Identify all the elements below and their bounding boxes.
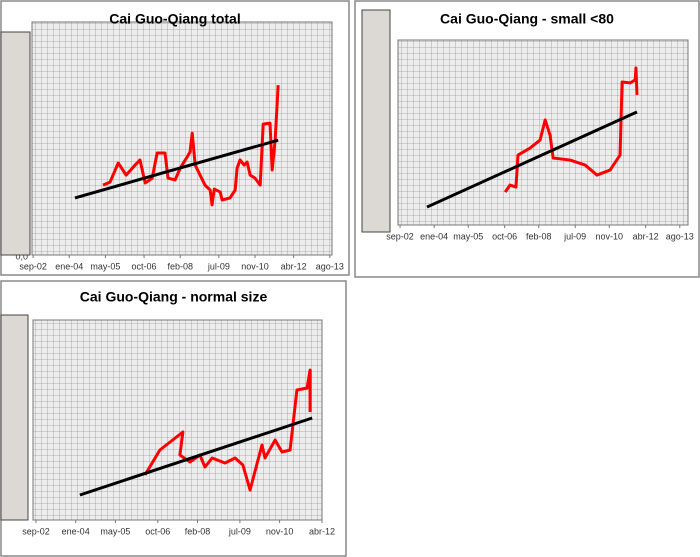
axis-label-cover bbox=[0, 314, 29, 521]
x-tick-label: ene-04 bbox=[55, 261, 83, 271]
plot-area bbox=[31, 21, 333, 256]
x-tick-label: jul-09 bbox=[563, 231, 586, 241]
axis-label-cover bbox=[0, 31, 31, 256]
x-tick-label: ene-04 bbox=[420, 231, 448, 241]
x-tick-label: may-05 bbox=[453, 231, 483, 241]
x-tick-label: jul-09 bbox=[228, 526, 251, 536]
x-tick-label: sep-02 bbox=[386, 231, 414, 241]
x-tick-label: feb-08 bbox=[526, 231, 552, 241]
x-tick-label: oct-06 bbox=[145, 526, 170, 536]
plot-area bbox=[32, 319, 323, 521]
y-tick-label: 0,0 bbox=[15, 251, 28, 261]
x-tick-label: oct-06 bbox=[132, 261, 157, 271]
x-tick-label: jul-09 bbox=[207, 261, 230, 271]
x-tick-label: feb-08 bbox=[167, 261, 193, 271]
x-tick-label: ago-13 bbox=[316, 261, 344, 271]
x-tick-label: abr-12 bbox=[309, 526, 335, 536]
x-tick-label: ago-13 bbox=[666, 231, 694, 241]
x-tick-label: abr-12 bbox=[633, 231, 659, 241]
x-tick-label: abr-12 bbox=[281, 261, 307, 271]
x-tick-label: sep-02 bbox=[22, 526, 50, 536]
x-tick-label: nov-10 bbox=[266, 526, 294, 536]
series-line bbox=[79, 416, 313, 497]
chart-title: Cai Guo-Qiang - small <80 bbox=[440, 11, 614, 27]
x-tick-label: may-05 bbox=[90, 261, 120, 271]
series-line bbox=[426, 110, 638, 209]
x-tick-label: ene-04 bbox=[62, 526, 90, 536]
x-tick-label: sep-02 bbox=[19, 261, 47, 271]
chart-title: Cai Guo-Qiang - normal size bbox=[80, 289, 268, 305]
x-tick-label: may-05 bbox=[100, 526, 130, 536]
x-tick-label: nov-10 bbox=[596, 231, 624, 241]
series-line bbox=[143, 368, 312, 492]
x-tick-label: feb-08 bbox=[185, 526, 211, 536]
chart-title: Cai Guo-Qiang total bbox=[109, 11, 240, 27]
series-line bbox=[503, 66, 639, 193]
x-tick-label: nov-10 bbox=[241, 261, 269, 271]
axis-label-cover bbox=[361, 9, 391, 233]
series-line bbox=[102, 85, 280, 207]
x-tick-label: oct-06 bbox=[492, 231, 517, 241]
series-line bbox=[74, 138, 279, 200]
